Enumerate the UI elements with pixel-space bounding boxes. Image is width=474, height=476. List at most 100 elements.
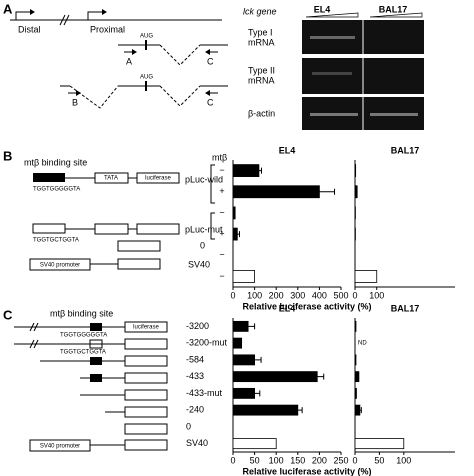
construct-name: SV40 [188, 259, 210, 269]
bar [354, 320, 357, 332]
category-label: − [219, 207, 224, 217]
construct-name: pLuc-mut [185, 224, 223, 234]
x-tick-label: 0 [352, 455, 357, 465]
bar [354, 371, 360, 383]
primer-label: B [72, 97, 78, 107]
panel-label: B [3, 148, 12, 163]
gene-diagram [10, 9, 228, 109]
promoter-box: SV40 promoter [40, 444, 80, 450]
primer-label: C [207, 97, 214, 107]
primer-label: C [207, 56, 214, 66]
bar [232, 164, 260, 177]
x-tick-label: 250 [333, 455, 348, 465]
row-label: mRNA [248, 37, 275, 47]
category-label: − [219, 250, 224, 260]
row-label: β-actin [248, 108, 275, 118]
category-label: -433 [186, 371, 204, 381]
x-tick-label: 100 [247, 290, 262, 300]
construct-diagram [14, 321, 168, 452]
chart-title: EL4 [279, 303, 296, 313]
x-axis-label: Relative luciferase activity (%) [242, 466, 371, 476]
construct-diagram [29, 164, 215, 271]
bar [354, 164, 357, 177]
row-label: Type I [248, 27, 273, 37]
bar [354, 438, 405, 450]
error-bar [303, 188, 336, 195]
sequence: TGGTGGGGGTA [33, 187, 80, 193]
panel-label: A [3, 1, 13, 16]
bar [354, 270, 378, 283]
aug-label: AUG [140, 34, 153, 40]
chart-title: BAL17 [391, 145, 420, 155]
category-label: -433-mut [186, 388, 223, 398]
primer-label: A [126, 56, 132, 66]
error-bar [241, 323, 256, 330]
x-tick-label: 0 [230, 290, 235, 300]
proximal-label: Proximal [90, 24, 125, 34]
category-label: -240 [186, 405, 204, 415]
sequence: TGGTGGGGGTA [60, 333, 107, 339]
error-bar [310, 373, 325, 380]
x-tick-label: 200 [312, 455, 327, 465]
error-bar [248, 390, 261, 397]
site-label: mtβ binding site [24, 157, 87, 167]
x-tick-label: 300 [290, 290, 305, 300]
factor-label: mtβ [212, 152, 227, 162]
x-tick-label: 100 [269, 455, 284, 465]
sequence: TGGTGCTGGTA [60, 350, 106, 356]
bar [354, 354, 357, 366]
distal-label: Distal [18, 24, 41, 34]
row-label: Type II [248, 65, 275, 75]
x-tick-label: 100 [396, 455, 411, 465]
x-tick-label: 0 [230, 455, 235, 465]
x-tick-label: 200 [269, 290, 284, 300]
bar [232, 371, 318, 383]
construct-name: 0 [200, 240, 205, 250]
cell-line: EL4 [314, 4, 331, 14]
x-tick-label: 0 [352, 290, 357, 300]
bar [232, 206, 236, 220]
x-axis-label: Relative luciferase activity (%) [242, 301, 371, 311]
value-label: ND [358, 341, 367, 347]
bar [232, 270, 256, 283]
category-label: − [219, 271, 224, 281]
error-bar [255, 167, 263, 174]
aug-label: AUG [140, 75, 153, 81]
error-bar [234, 231, 240, 238]
gel [302, 12, 424, 130]
x-tick-label: 150 [290, 455, 305, 465]
cell-line: BAL17 [379, 4, 408, 14]
promoter-box: SV40 promoter [40, 263, 80, 269]
luciferase-box: luciferase [145, 176, 171, 182]
bar [354, 387, 357, 399]
bar [354, 185, 358, 199]
sequence: TGGTGCTGGTA [33, 238, 79, 244]
x-tick-label: 100 [369, 290, 384, 300]
site-label: mtβ binding site [50, 308, 113, 318]
chart-title: BAL17 [391, 303, 420, 313]
x-tick-label: 400 [312, 290, 327, 300]
luciferase-box: luciferase [133, 325, 159, 331]
row-label: mRNA [248, 75, 275, 85]
panel-label: C [3, 307, 13, 322]
bar [232, 438, 277, 450]
category-label: 0 [186, 421, 191, 431]
bar [232, 404, 299, 416]
category-label: -584 [186, 354, 204, 364]
category-label: + [219, 228, 224, 238]
x-tick-label: 50 [250, 455, 260, 465]
tata-box: TATA [104, 176, 118, 182]
category-label: SV40 [186, 438, 208, 448]
category-label: -3200-mut [186, 338, 228, 348]
category-label: -3200 [186, 321, 209, 331]
x-tick-label: 500 [333, 290, 348, 300]
bar [232, 337, 243, 349]
x-tick-label: 50 [374, 455, 384, 465]
error-bar [357, 407, 362, 414]
category-label: + [219, 186, 224, 196]
error-bar [247, 356, 262, 363]
category-label: − [219, 165, 224, 175]
chart-title: EL4 [279, 145, 296, 155]
error-bar [292, 407, 303, 414]
